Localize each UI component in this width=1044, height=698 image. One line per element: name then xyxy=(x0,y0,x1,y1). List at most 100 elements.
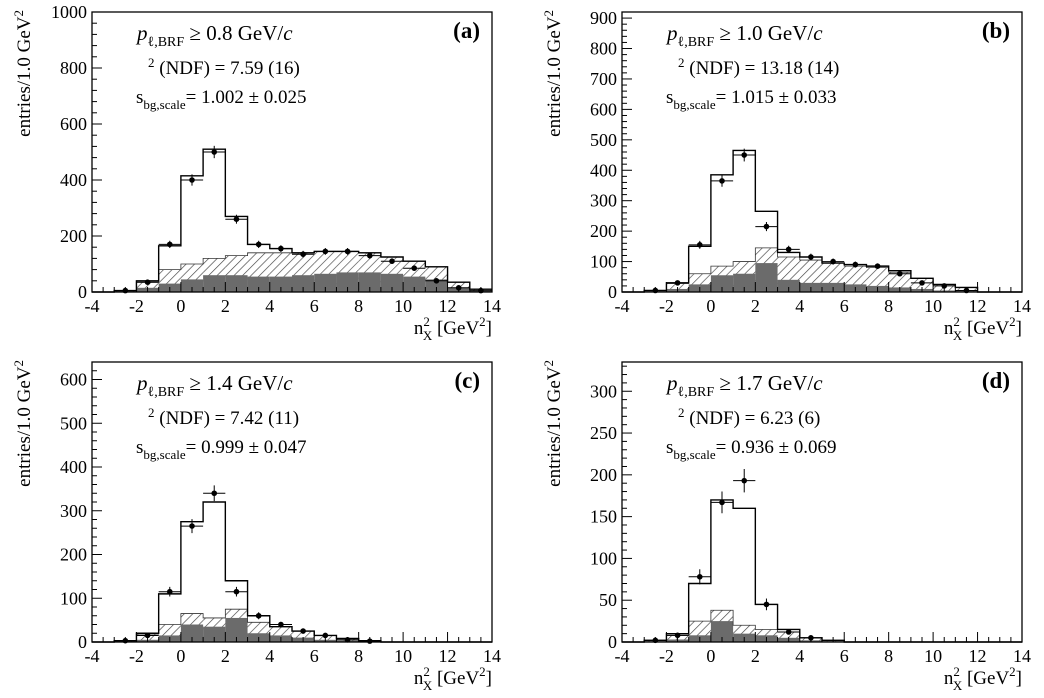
x-tick-label: 10 xyxy=(924,646,942,666)
data-point xyxy=(292,250,315,258)
x-axis-label: n2 X [GeV2] xyxy=(414,314,492,343)
data-point xyxy=(799,253,822,261)
y-axis-label: entries/1.0 GeV2 xyxy=(11,360,35,487)
y-tick-label: 0 xyxy=(608,632,617,652)
plot-frame xyxy=(621,11,1023,293)
y-tick-label: 0 xyxy=(608,282,617,302)
data-point xyxy=(910,280,934,286)
x-tick-label: 4 xyxy=(795,646,804,666)
x-tick-label: 2 xyxy=(221,646,230,666)
y-tick-label: 300 xyxy=(60,501,87,521)
x-tick-label: 8 xyxy=(884,646,893,666)
panel-label: (c) xyxy=(454,368,480,393)
y-tick-label: 250 xyxy=(590,423,617,443)
x-tick-label: 2 xyxy=(751,646,760,666)
y-tick-label: 500 xyxy=(590,130,617,150)
x-tick-label: 0 xyxy=(706,646,715,666)
x-tick-label: -4 xyxy=(85,296,100,316)
panel-d: -4 -2 0 2 4 6 8 10 12 14 0 50 100 150 200 250 300 entries… xyxy=(541,360,1031,693)
data-point xyxy=(358,252,381,259)
data-point xyxy=(380,258,404,265)
x-tick-label: 6 xyxy=(310,296,319,316)
x-tick-label: 14 xyxy=(1013,296,1031,316)
data-point xyxy=(292,628,315,634)
x-tick-label: 12 xyxy=(969,296,987,316)
background-dark-bar xyxy=(733,273,756,292)
y-tick-label: 600 xyxy=(60,370,87,390)
momentum-cut-annotation: pℓ,BRF ≥ 1.4 GeV/c xyxy=(135,371,293,400)
x-tick-label: 6 xyxy=(840,646,849,666)
x-tick-label: -2 xyxy=(659,296,674,316)
data-point xyxy=(822,258,845,265)
x-axis-label: n2 X [GeV2] xyxy=(944,664,1022,693)
background-dark-bar xyxy=(225,617,248,642)
plot-frame xyxy=(91,361,493,643)
data-point xyxy=(269,621,292,628)
momentum-cut-annotation: pℓ,BRF ≥ 0.8 GeV/c xyxy=(135,21,293,50)
panel-label: (a) xyxy=(453,18,480,43)
data-point xyxy=(688,569,711,585)
panel-b: -4 -2 0 2 4 6 8 10 12 14 0 100 200 300 400 500 600 700 800… xyxy=(541,8,1031,343)
bg-scale-annotation: sbg,scale= 1.015 ± 0.033 xyxy=(666,87,837,112)
background-dark-bar xyxy=(180,624,204,642)
data-point xyxy=(203,485,226,502)
data-point xyxy=(158,240,181,249)
chi2-annotation: 2 (NDF) = 7.59 (16) xyxy=(148,55,300,79)
data-point xyxy=(755,598,778,611)
x-tick-label: 0 xyxy=(176,646,185,666)
background-dark-bar xyxy=(425,279,448,292)
x-axis-label: n2 X [GeV2] xyxy=(414,664,492,693)
background-dark-bar xyxy=(225,275,248,292)
background-dark-bar xyxy=(203,275,226,292)
x-tick-label: 2 xyxy=(751,296,760,316)
data-point xyxy=(136,279,159,286)
total-fit-histogram xyxy=(622,499,1022,643)
x-axis-label: n2 X [GeV2] xyxy=(944,314,1022,343)
y-tick-label: 200 xyxy=(60,226,87,246)
data-point xyxy=(688,240,711,249)
momentum-cut-annotation: pℓ,BRF ≥ 1.7 GeV/c xyxy=(665,371,823,400)
background-dark-bar xyxy=(314,273,337,292)
y-tick-label: 800 xyxy=(60,58,87,78)
y-tick-label: 0 xyxy=(78,632,87,652)
data-point xyxy=(269,245,292,252)
background-dark-bar xyxy=(247,276,270,292)
data-point xyxy=(180,519,204,534)
data-point xyxy=(933,283,956,289)
data-point xyxy=(314,248,337,255)
data-point xyxy=(710,175,734,187)
y-tick-label: 50 xyxy=(599,590,617,610)
y-axis-label: entries/1.0 GeV2 xyxy=(541,360,565,487)
bg-scale-annotation: sbg,scale= 1.002 ± 0.025 xyxy=(136,87,307,112)
x-tick-label: 14 xyxy=(483,646,501,666)
y-axis-label: entries/1.0 GeV2 xyxy=(541,10,565,137)
x-tick-label: 12 xyxy=(439,296,457,316)
data-point xyxy=(225,586,248,597)
background-dark-bar xyxy=(336,272,359,292)
data-point xyxy=(336,248,359,255)
x-tick-label: -4 xyxy=(615,646,630,666)
x-tick-label: 10 xyxy=(924,296,942,316)
y-tick-label: 300 xyxy=(590,191,617,211)
x-tick-label: -4 xyxy=(85,646,100,666)
background-dark-bar xyxy=(203,626,226,642)
y-tick-label: 150 xyxy=(590,507,617,527)
data-point xyxy=(733,148,756,162)
y-tick-label: 400 xyxy=(60,170,87,190)
background-hatched-bar xyxy=(292,631,315,642)
y-tick-label: 600 xyxy=(590,99,617,119)
data-point xyxy=(425,278,448,284)
x-tick-label: 8 xyxy=(354,646,363,666)
panel-c: -4 -2 0 2 4 6 8 10 12 14 0 100 200 300 400 500 600 entrie… xyxy=(11,360,501,693)
background-dark-bar xyxy=(710,621,734,642)
x-tick-label: 14 xyxy=(1013,646,1031,666)
data-point xyxy=(710,491,734,514)
panel-a: -4 -2 0 2 4 6 8 10 12 14 0 200 400 600 800 1000 entries/… xyxy=(11,2,501,343)
data-point xyxy=(777,629,800,635)
y-tick-label: 0 xyxy=(78,282,87,302)
panel-label: (b) xyxy=(982,18,1010,43)
y-tick-label: 100 xyxy=(60,588,87,608)
x-tick-label: 6 xyxy=(310,646,319,666)
data-point xyxy=(666,280,689,286)
panel-label: (d) xyxy=(982,368,1010,393)
